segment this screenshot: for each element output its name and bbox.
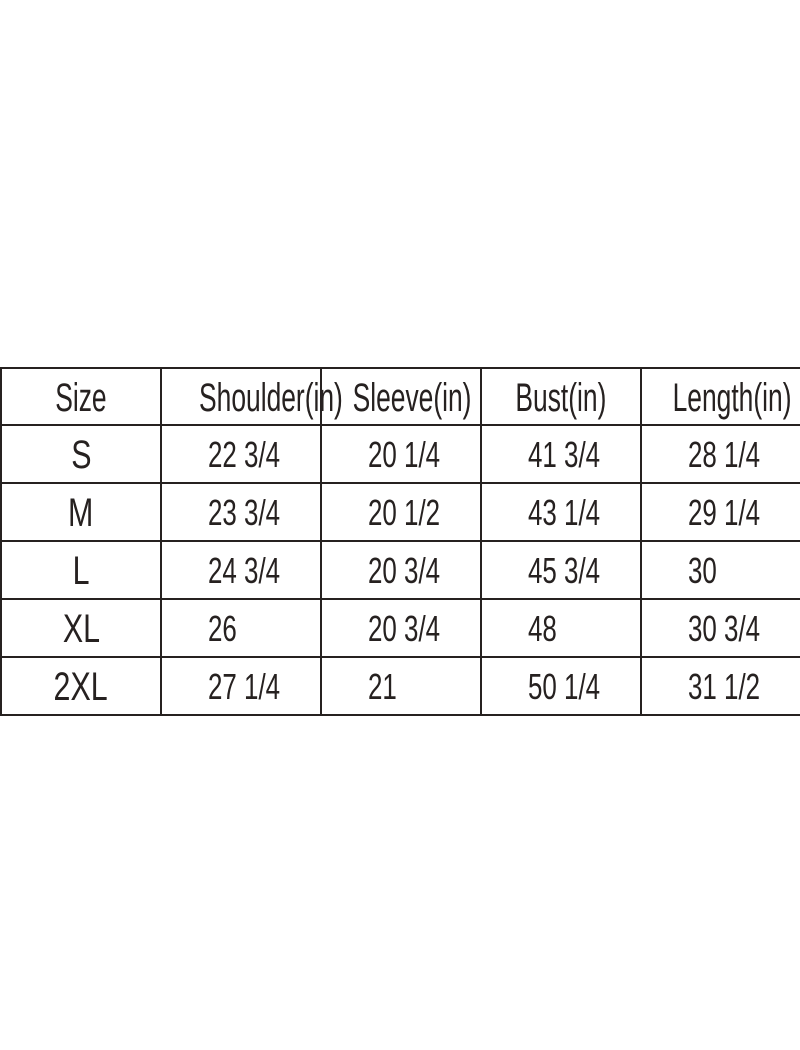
length-value: 31 1/2 [688,666,761,707]
cell-sleeve: 20 3/4 [320,540,482,600]
cell-shoulder: 23 3/4 [160,482,322,542]
size-label: 2XL [53,665,109,709]
cell-sleeve: 20 1/4 [320,424,482,484]
shoulder-value: 23 3/4 [208,492,281,533]
header-label-size: Size [55,375,107,420]
shoulder-value: 24 3/4 [208,550,281,591]
header-label-sleeve: Sleeve(in) [352,375,472,420]
length-value: 30 [688,550,717,591]
cell-size: 2XL [0,656,162,716]
cell-length: 30 3/4 [640,598,800,658]
cell-shoulder: 27 1/4 [160,656,322,716]
sleeve-value: 20 1/4 [368,434,441,475]
cell-size: L [0,540,162,600]
header-row: Size Shoulder(in) Sleeve(in) Bust(in) Le… [0,367,800,426]
shoulder-value: 22 3/4 [208,434,281,475]
header-label-shoulder: Shoulder(in) [199,375,343,420]
cell-size: M [0,482,162,542]
length-value: 29 1/4 [688,492,761,533]
sleeve-value: 20 3/4 [368,550,441,591]
cell-sleeve: 20 3/4 [320,598,482,658]
cell-size: S [0,424,162,484]
cell-bust: 45 3/4 [480,540,642,600]
header-cell-size: Size [0,367,162,426]
size-label: S [70,433,92,477]
header-label-bust: Bust(in) [515,375,607,420]
shoulder-value: 27 1/4 [208,666,281,707]
bust-value: 41 3/4 [528,434,601,475]
cell-bust: 50 1/4 [480,656,642,716]
cell-size: XL [0,598,162,658]
cell-length: 30 [640,540,800,600]
cell-sleeve: 20 1/2 [320,482,482,542]
sleeve-value: 21 [368,666,397,707]
bust-value: 45 3/4 [528,550,601,591]
bust-value: 43 1/4 [528,492,601,533]
header-cell-bust: Bust(in) [480,367,642,426]
cell-shoulder: 22 3/4 [160,424,322,484]
header-cell-shoulder: Shoulder(in) [160,367,343,426]
cell-bust: 43 1/4 [480,482,642,542]
cell-shoulder: 24 3/4 [160,540,322,600]
sleeve-value: 20 1/2 [368,492,441,533]
table-row-m: M 23 3/4 20 1/2 43 1/4 29 1/4 [0,482,800,542]
size-label: L [72,549,90,593]
table-row-xl: XL 26 20 3/4 48 30 3/4 [0,598,800,658]
shoulder-value: 26 [208,608,237,649]
cell-bust: 48 [480,598,642,658]
table-row-l: L 24 3/4 20 3/4 45 3/4 30 [0,540,800,600]
cell-bust: 41 3/4 [480,424,642,484]
sleeve-value: 20 3/4 [368,608,441,649]
size-label: M [68,491,94,535]
header-cell-sleeve: Sleeve(in) [320,367,482,426]
cell-shoulder: 26 [160,598,322,658]
bust-value: 50 1/4 [528,666,601,707]
table-row-s: S 22 3/4 20 1/4 41 3/4 28 1/4 [0,424,800,484]
length-value: 30 3/4 [688,608,761,649]
cell-sleeve: 21 [320,656,482,716]
size-chart-table: Size Shoulder(in) Sleeve(in) Bust(in) Le… [0,367,800,716]
cell-length: 31 1/2 [640,656,800,716]
size-label: XL [62,607,100,651]
header-cell-length: Length(in) [640,367,800,426]
cell-length: 28 1/4 [640,424,800,484]
length-value: 28 1/4 [688,434,761,475]
table-row-2xl: 2XL 27 1/4 21 50 1/4 31 1/2 [0,656,800,716]
cell-length: 29 1/4 [640,482,800,542]
bust-value: 48 [528,608,557,649]
header-label-length: Length(in) [672,375,792,420]
